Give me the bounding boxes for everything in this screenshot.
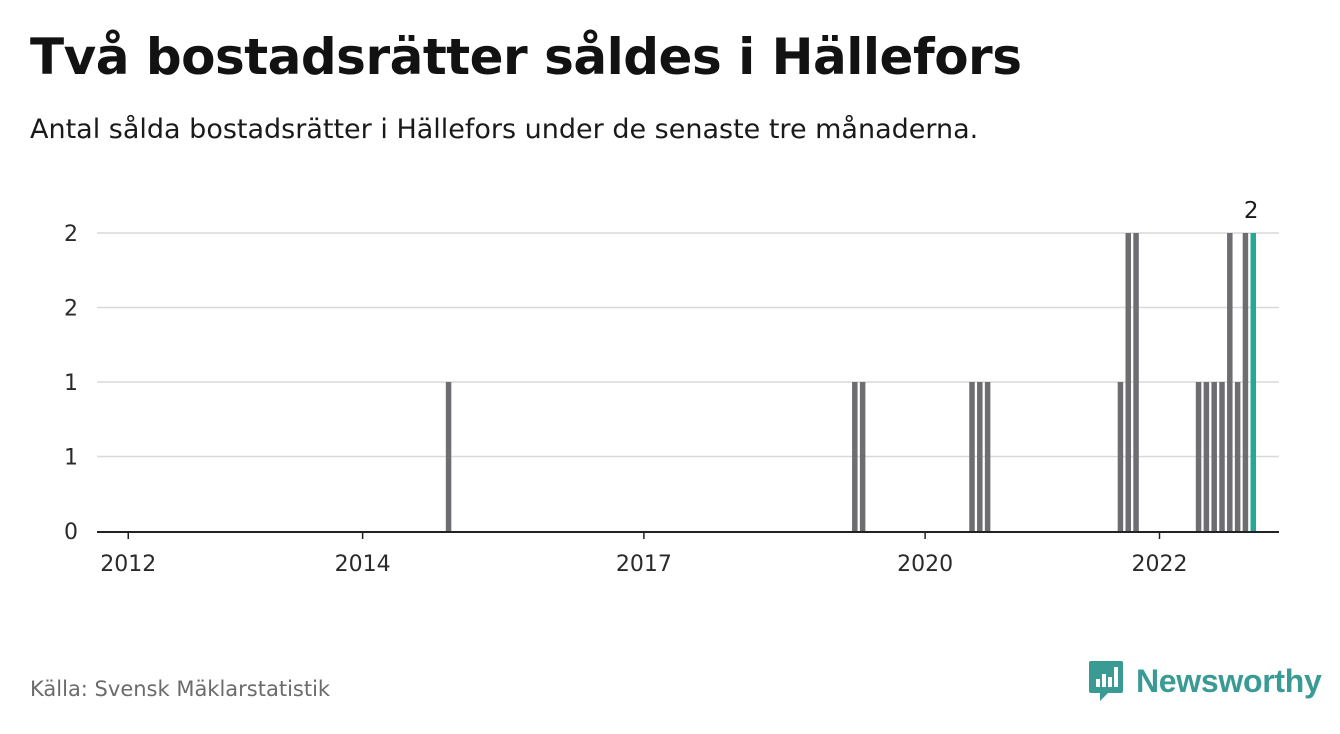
value-label-latest: 2	[1244, 198, 1259, 224]
bar	[1211, 382, 1217, 531]
bar	[859, 382, 866, 531]
x-axis-tick-labels: 2012 2014 2017 2020 2022	[100, 532, 1188, 577]
y-tick-label: 1	[64, 371, 78, 396]
bar	[1234, 382, 1241, 531]
bar	[445, 382, 452, 531]
y-tick-label: 1	[64, 446, 78, 471]
bar	[969, 382, 975, 531]
chart-subtitle: Antal sålda bostadsrätter i Hällefors un…	[30, 114, 979, 145]
bar	[1219, 382, 1225, 531]
y-axis-tick-labels: 0 1 1 2 2	[64, 222, 78, 545]
brand-logo: Newsworthy	[1088, 659, 1322, 703]
bar	[1195, 382, 1202, 531]
bar	[1227, 233, 1233, 531]
source-note: Källa: Svensk Mäklarstatistik	[30, 677, 331, 701]
bar-highlight	[1250, 233, 1256, 531]
x-tick-label: 2020	[897, 552, 953, 577]
y-tick-label: 2	[64, 297, 78, 322]
newsworthy-logo-icon	[1089, 661, 1123, 701]
bar	[977, 382, 983, 531]
bar	[984, 382, 991, 531]
bar	[852, 382, 858, 531]
bar	[1125, 233, 1131, 531]
bar	[1133, 233, 1139, 531]
chart-title: Två bostadsrätter såldes i Hällefors	[30, 28, 1022, 86]
y-tick-label: 0	[64, 520, 78, 545]
bar	[1117, 382, 1124, 531]
x-tick-label: 2012	[100, 552, 156, 577]
x-tick-label: 2017	[616, 552, 672, 577]
bar	[1242, 233, 1249, 531]
y-tick-label: 2	[64, 222, 78, 247]
gridlines	[97, 232, 1279, 458]
x-tick-label: 2022	[1132, 552, 1188, 577]
x-tick-label: 2014	[335, 552, 391, 577]
bars	[445, 233, 1256, 531]
bar	[1203, 382, 1210, 531]
brand-name: Newsworthy	[1136, 662, 1322, 699]
